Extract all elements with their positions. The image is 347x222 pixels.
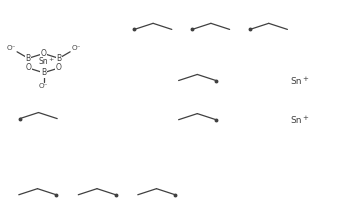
Text: Sn: Sn — [291, 116, 302, 125]
Text: B: B — [41, 68, 46, 77]
Text: +: + — [302, 115, 308, 121]
Text: O⁻: O⁻ — [7, 45, 16, 51]
Text: Sn: Sn — [291, 77, 302, 86]
Text: B: B — [26, 54, 31, 63]
Text: O⁻: O⁻ — [71, 45, 81, 51]
Text: Sn: Sn — [38, 57, 48, 66]
Text: O: O — [56, 63, 62, 72]
Text: O⁻: O⁻ — [39, 83, 48, 89]
Text: O: O — [25, 63, 31, 72]
Text: +: + — [49, 57, 54, 62]
Text: +: + — [302, 76, 308, 82]
Text: B: B — [56, 54, 61, 63]
Text: O: O — [41, 49, 46, 58]
